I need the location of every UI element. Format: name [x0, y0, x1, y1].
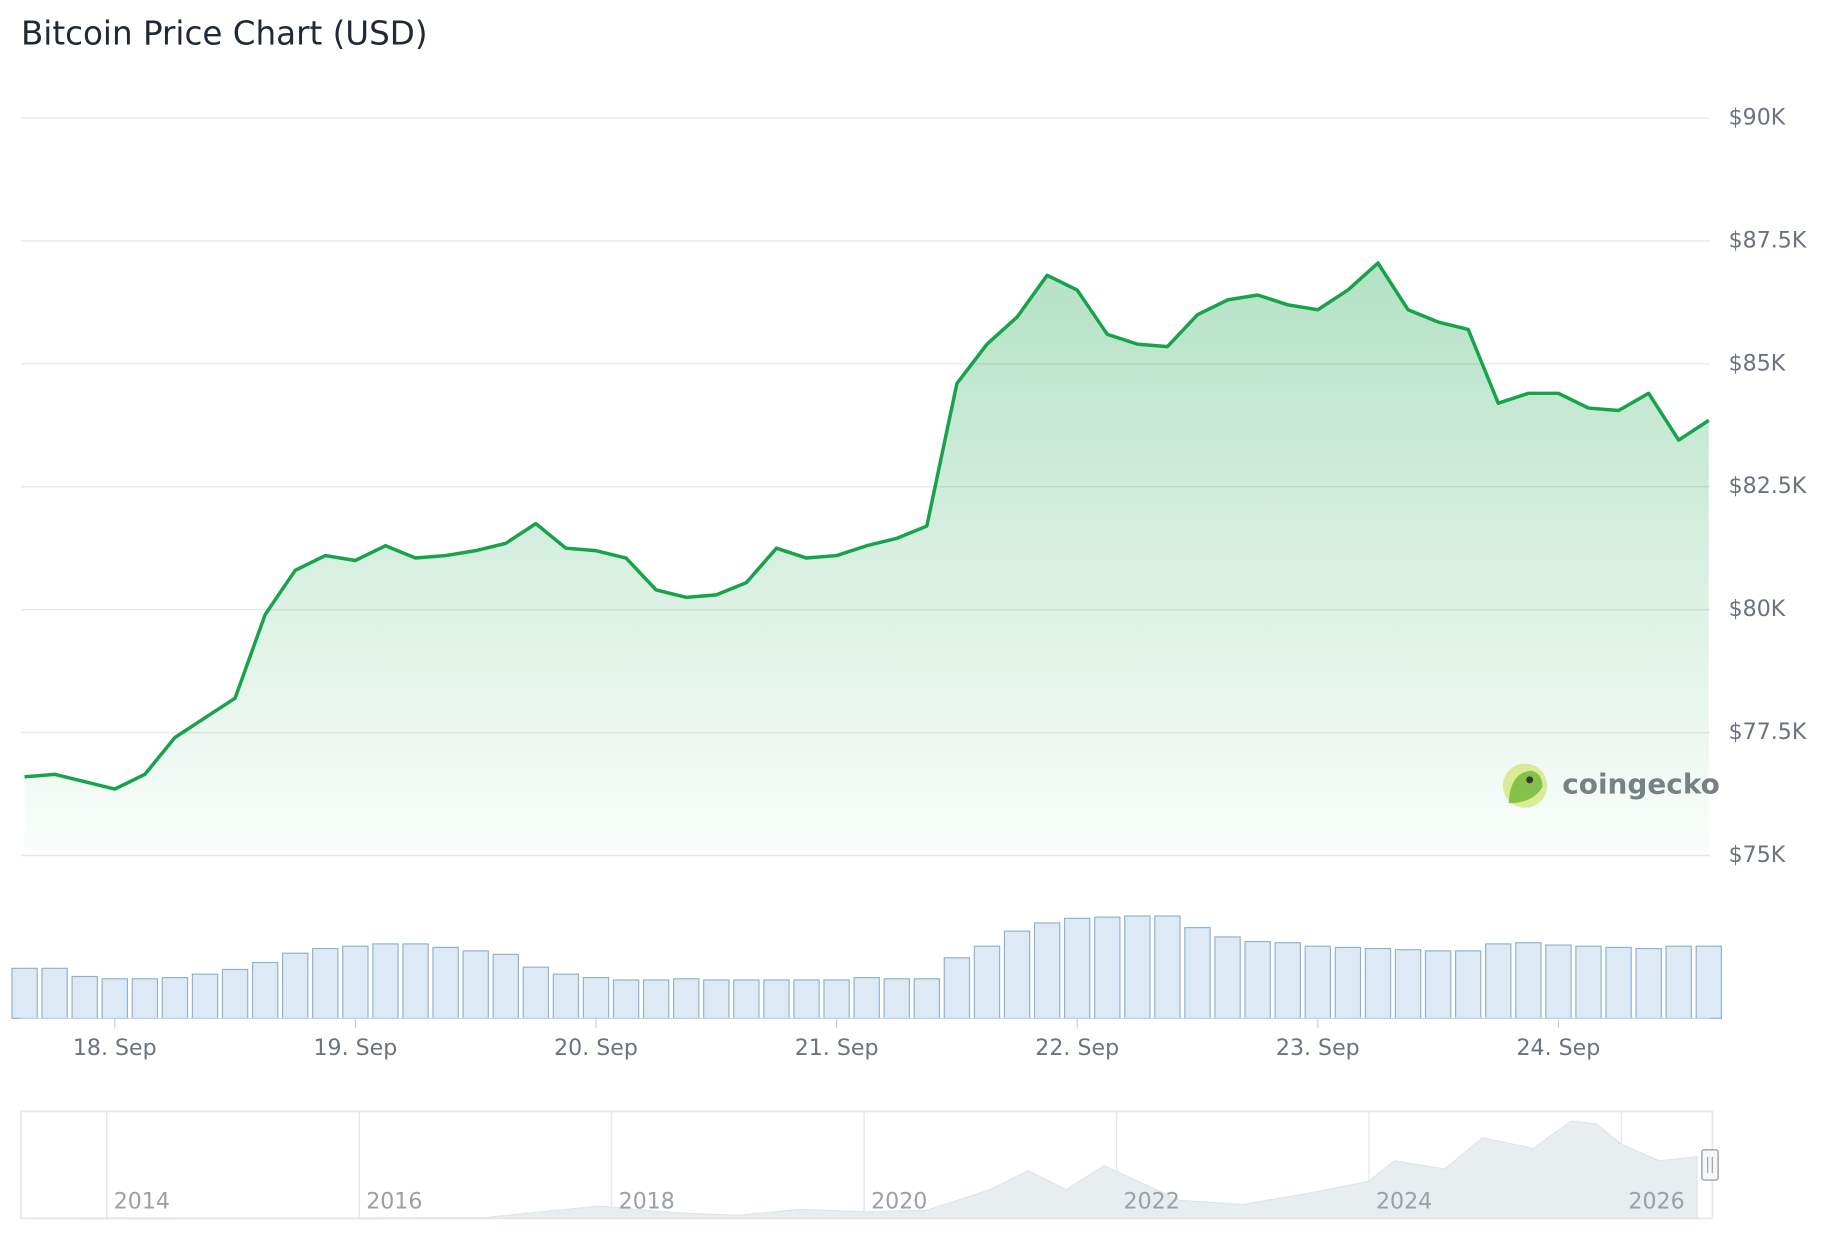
- chart-title: Bitcoin Price Chart (USD): [21, 14, 428, 52]
- y-tick-label: $82.5K: [1729, 473, 1807, 499]
- volume-bar: [522, 966, 550, 1019]
- x-tick-label: 22. Sep: [1035, 1035, 1119, 1061]
- volume-bar: [462, 950, 489, 1019]
- volume-bar: [1515, 942, 1542, 1019]
- volume-bar: [673, 978, 700, 1019]
- volume-bar: [71, 975, 98, 1019]
- volume-bar: [161, 977, 189, 1019]
- volume-bar: [372, 943, 399, 1019]
- navigator-area: [30, 1120, 1698, 1220]
- y-tick-label: $87.5K: [1729, 227, 1807, 253]
- volume-bar: [913, 978, 941, 1019]
- volume-bar: [1575, 945, 1602, 1019]
- x-tick-label: 24. Sep: [1517, 1035, 1601, 1061]
- volume-bar: [402, 943, 429, 1019]
- navigator-tick-label: 2014: [114, 1189, 170, 1215]
- volume-bar: [582, 977, 610, 1019]
- volume-bar: [1063, 917, 1091, 1019]
- volume-bar: [191, 973, 219, 1019]
- volume-bar: [1394, 949, 1422, 1019]
- volume-bar: [282, 952, 309, 1019]
- x-tick-label: 21. Sep: [795, 1035, 879, 1061]
- volume-bar: [1605, 946, 1632, 1019]
- volume-bar: [221, 968, 249, 1019]
- y-tick-label: $75K: [1729, 842, 1786, 868]
- volume-bar: [1424, 950, 1452, 1019]
- navigator-tick-label: 2024: [1376, 1189, 1432, 1215]
- volume-bar: [973, 945, 1001, 1019]
- navigator-tick-label: 2022: [1124, 1189, 1180, 1215]
- y-tick-label: $77.5K: [1729, 719, 1807, 745]
- y-tick-label: $85K: [1729, 350, 1786, 376]
- y-tick-label: $80K: [1729, 596, 1786, 622]
- volume-bar: [312, 947, 339, 1019]
- volume-bar: [853, 977, 880, 1019]
- volume-bar: [1214, 936, 1241, 1019]
- volume-bar: [1485, 943, 1512, 1019]
- volume-bar: [642, 979, 670, 1019]
- volume-bar: [1274, 942, 1301, 1019]
- x-tick-label: 23. Sep: [1276, 1035, 1360, 1061]
- volume-bar: [492, 953, 519, 1019]
- volume-bar: [1454, 950, 1482, 1019]
- volume-bar: [1184, 927, 1211, 1019]
- volume-bar: [733, 979, 760, 1019]
- volume-bar: [1665, 945, 1692, 1019]
- volume-bar: [251, 961, 279, 1019]
- volume-bar: [1334, 946, 1362, 1019]
- navigator-tick-label: 2016: [366, 1189, 422, 1215]
- volume-bar: [1033, 922, 1061, 1019]
- navigator-tick-label: 2018: [619, 1189, 675, 1215]
- volume-bar: [1154, 915, 1181, 1019]
- volume-bar: [432, 946, 459, 1019]
- x-tick-label: 18. Sep: [73, 1035, 157, 1061]
- volume-bar: [943, 957, 971, 1019]
- price-line: [24, 261, 1710, 791]
- volume-bar: [1244, 940, 1271, 1019]
- navigator-tick-label: 2026: [1628, 1189, 1684, 1215]
- volume-bar: [41, 967, 68, 1019]
- volume-bar: [1364, 947, 1392, 1019]
- volume-bar: [11, 967, 38, 1019]
- volume-bar: [552, 973, 580, 1019]
- volume-bar: [101, 978, 128, 1019]
- volume-bar: [1304, 945, 1332, 1019]
- volume-bar: [1124, 915, 1151, 1019]
- y-tick-label: $90K: [1729, 104, 1786, 130]
- price-area: [24, 263, 1709, 856]
- volume-bar: [342, 945, 369, 1019]
- volume-bar: [612, 979, 640, 1019]
- volume-bar: [1545, 944, 1572, 1019]
- x-tick-label: 20. Sep: [554, 1035, 638, 1061]
- navigator-handle: [1701, 1149, 1719, 1181]
- navigator-tick-label: 2020: [871, 1189, 927, 1215]
- volume-bar: [703, 979, 730, 1019]
- volume-bar: [1094, 916, 1121, 1019]
- volume-bar: [1635, 947, 1662, 1019]
- volume-bar: [1695, 945, 1723, 1019]
- volume-bar: [131, 978, 159, 1019]
- x-tick-label: 19. Sep: [313, 1035, 397, 1061]
- volume-bar: [883, 978, 910, 1019]
- volume-bar: [1003, 930, 1031, 1019]
- volume-bar: [793, 979, 820, 1019]
- volume-bar: [763, 979, 790, 1019]
- volume-bar: [823, 979, 850, 1019]
